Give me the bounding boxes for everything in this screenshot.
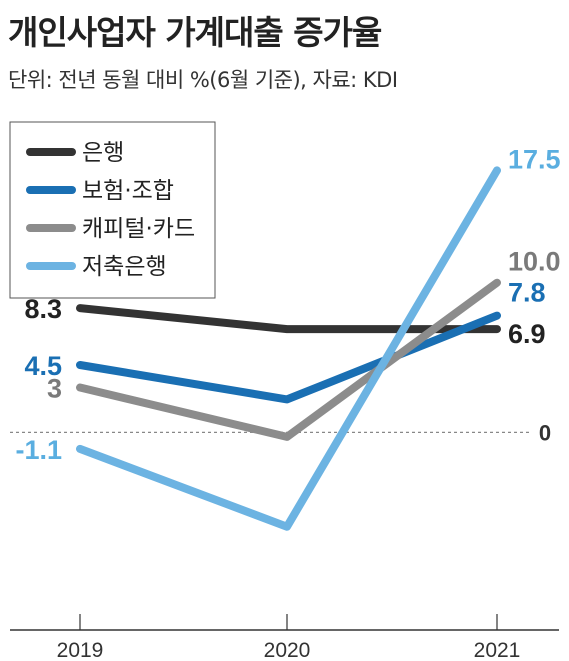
x-tick-label: 2021	[474, 639, 521, 661]
series-line	[76, 166, 501, 531]
data-label: 7.8	[508, 278, 546, 308]
legend-label: 저축은행	[82, 254, 167, 280]
legend-label: 캐피털·카드	[82, 216, 195, 242]
series-lines	[76, 166, 501, 531]
axes: 0 2019 2020 2021	[10, 420, 559, 661]
data-labels: 8.3 6.9 4.5 7.8 3 10.0 -1.1 17.5	[15, 144, 560, 464]
series-line	[76, 304, 501, 334]
data-label: -1.1	[15, 435, 62, 465]
data-label: 4.5	[24, 351, 62, 381]
zero-label: 0	[539, 420, 551, 445]
legend-label: 보험·조합	[82, 178, 174, 204]
chart-subtitle: 단위: 전년 동월 대비 %(6월 기준), 자료: KDI	[8, 68, 398, 92]
legend-label: 은행	[82, 140, 124, 166]
series-line	[76, 311, 501, 404]
data-label: 8.3	[24, 294, 62, 324]
x-tick-label: 2019	[57, 639, 104, 661]
data-label: 6.9	[508, 319, 546, 349]
data-label: 3	[47, 373, 62, 403]
series-line	[76, 278, 501, 441]
x-tick-label: 2020	[264, 639, 311, 661]
chart-title: 개인사업자 가계대출 증가율	[8, 13, 382, 52]
data-label: 10.0	[508, 247, 561, 277]
data-label: 17.5	[508, 144, 561, 174]
